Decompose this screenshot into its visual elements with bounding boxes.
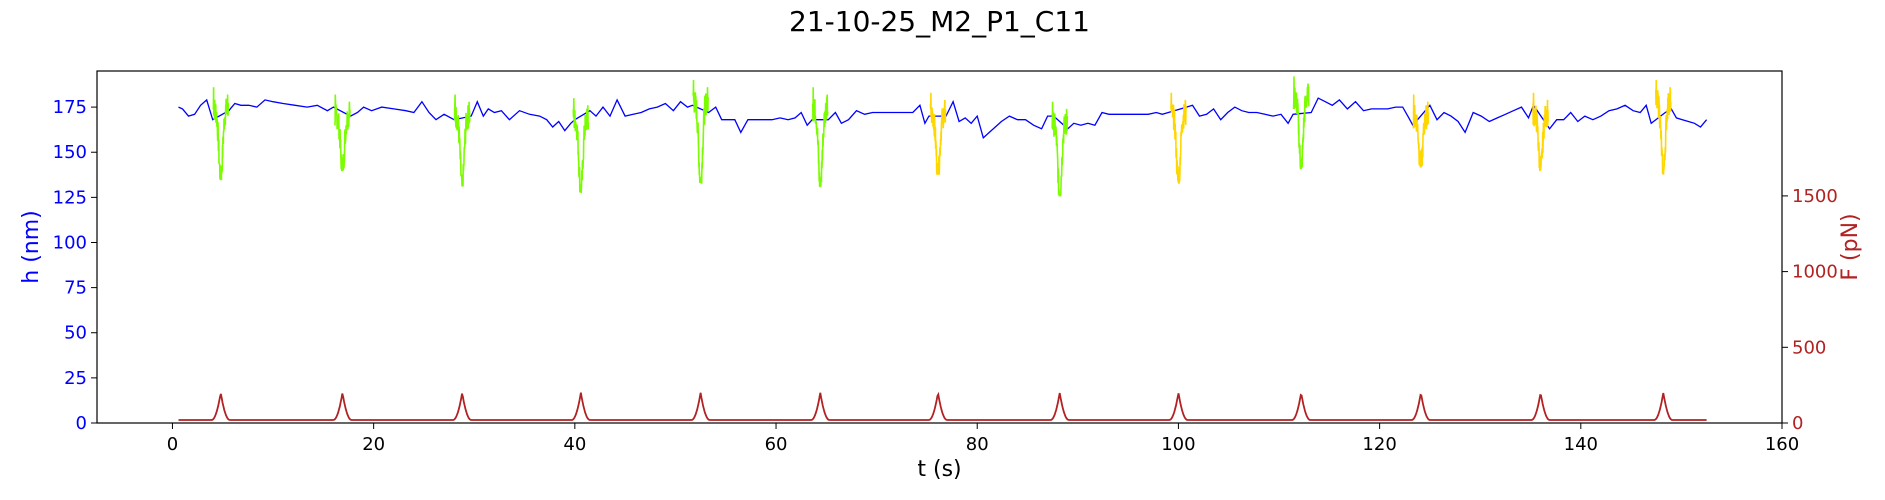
left-tick-label: 100 [53,232,87,253]
dip-trace [1170,92,1187,184]
x-axis-label: t (s) [917,457,961,482]
left-tick-label: 125 [53,187,87,208]
left-tick-label: 50 [64,323,87,344]
dip-trace [1532,92,1549,172]
left-tick-label: 150 [53,142,87,163]
force-series [178,391,1707,421]
dip-trace [453,94,471,187]
right-tick-label: 0 [1792,413,1803,434]
x-tick-label: 0 [167,434,178,455]
x-tick-label: 140 [1564,434,1598,455]
dip-traces [212,76,1672,197]
plot-frame [96,70,1783,424]
left-axis-ticks: 0 25 50 75 100 125 150 175 [53,97,97,434]
dip-trace [1412,94,1430,168]
dip-trace [929,92,947,175]
x-tick-label: 80 [966,434,989,455]
height-series [178,97,1708,139]
dip-trace [692,79,709,184]
dip-trace [1292,76,1310,170]
left-tick-label: 0 [76,413,87,434]
x-axis-ticks: 0 20 40 60 80 100 120 140 160 [167,423,1799,455]
x-tick-label: 160 [1765,434,1799,455]
x-tick-label: 40 [563,434,586,455]
dip-trace [1655,79,1672,175]
left-tick-label: 75 [64,278,87,299]
force-line [178,391,1707,421]
right-axis-label: F (pN) [1838,213,1863,280]
dip-trace [1051,101,1069,197]
left-tick-label: 175 [53,97,87,118]
height-line [178,97,1708,139]
dip-trace [572,98,590,194]
right-tick-label: 1500 [1792,186,1838,207]
x-tick-label: 100 [1161,434,1195,455]
dip-trace [334,94,351,172]
left-axis-label: h (nm) [19,210,44,283]
x-tick-label: 20 [362,434,385,455]
dip-trace [811,87,829,188]
left-tick-label: 25 [64,368,87,389]
chart-title: 21-10-25_M2_P1_C11 [789,5,1090,38]
dip-trace [212,87,230,181]
x-tick-label: 120 [1362,434,1396,455]
x-tick-label: 60 [765,434,788,455]
right-tick-label: 500 [1792,337,1826,358]
right-axis-ticks: 0 500 1000 1500 [1782,186,1838,434]
right-tick-label: 1000 [1792,262,1838,283]
